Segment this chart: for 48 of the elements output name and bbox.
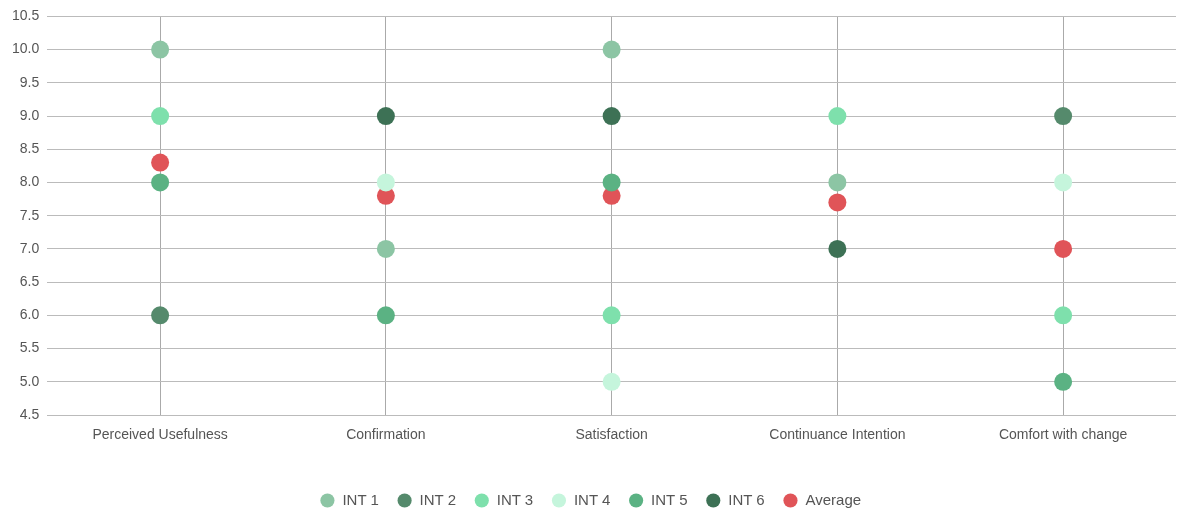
point (376, 173, 395, 192)
point (1054, 239, 1073, 258)
y-tick-label: 8.0 (19, 173, 40, 190)
point (1054, 173, 1073, 192)
y-tick-label: 10.5 (12, 7, 40, 24)
legend-label: INT 4 (573, 490, 611, 508)
y-tick-label: 6.5 (19, 272, 40, 289)
y-tick-label: 7.0 (19, 239, 40, 256)
point (151, 306, 170, 325)
point (1054, 107, 1073, 126)
point (828, 193, 847, 212)
point (376, 107, 395, 126)
point (1054, 372, 1073, 391)
x-tick-label: Satisfaction (575, 426, 648, 443)
y-tick-label: 5.0 (19, 372, 40, 389)
y-tick-label: 9.0 (19, 106, 40, 123)
y-tick-label: 7.5 (19, 206, 40, 223)
point (602, 173, 621, 192)
point (151, 173, 170, 192)
y-tick-label: 8.5 (19, 140, 40, 157)
point (602, 40, 621, 59)
legend-label: INT 3 (496, 490, 534, 508)
point (828, 239, 847, 258)
legend-label: INT 2 (419, 490, 457, 508)
legend-label: Average (805, 490, 862, 508)
x-tick-label: Confirmation (346, 426, 426, 443)
point (376, 239, 395, 258)
point (376, 306, 395, 325)
point (602, 107, 621, 126)
legend-label: INT 5 (651, 490, 688, 508)
y-tick-label: 4.5 (19, 405, 40, 422)
legend-label: INT 1 (342, 490, 379, 508)
point (151, 40, 170, 59)
legend-label: INT 6 (728, 490, 765, 508)
x-tick-label: Comfort with change (998, 426, 1128, 443)
x-tick-label: Continuance Intention (769, 426, 906, 443)
point (602, 306, 621, 325)
y-tick-label: 5.5 (19, 339, 40, 356)
x-tick-label: Perceived Usefulness (92, 426, 228, 443)
point (602, 372, 621, 391)
point (151, 153, 170, 172)
y-tick-label: 6.0 (19, 306, 40, 323)
point (828, 173, 847, 192)
point (151, 107, 170, 126)
y-tick-label: 10.0 (12, 40, 40, 57)
point (828, 107, 847, 126)
point (1054, 306, 1073, 325)
y-tick-label: 9.5 (19, 73, 40, 90)
